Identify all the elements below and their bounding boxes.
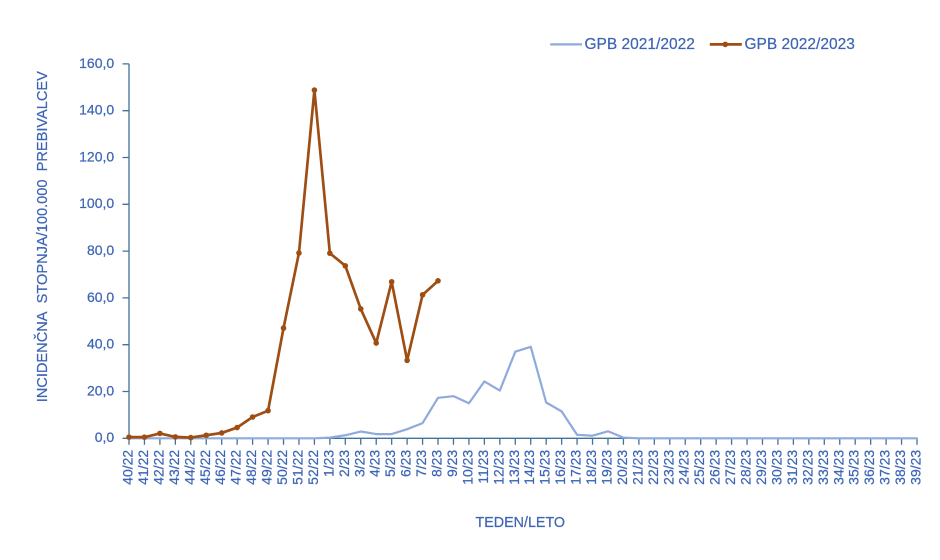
svg-text:40/22: 40/22 bbox=[120, 450, 136, 485]
svg-text:25/23: 25/23 bbox=[691, 450, 707, 485]
svg-text:2/23: 2/23 bbox=[336, 450, 352, 477]
svg-text:7/23: 7/23 bbox=[413, 450, 429, 477]
svg-text:160,0: 160,0 bbox=[79, 55, 114, 71]
svg-text:50/22: 50/22 bbox=[274, 450, 290, 485]
svg-text:26/23: 26/23 bbox=[707, 450, 723, 485]
svg-text:12/23: 12/23 bbox=[490, 450, 506, 485]
svg-text:16/23: 16/23 bbox=[552, 450, 568, 485]
svg-text:42/22: 42/22 bbox=[150, 450, 166, 485]
svg-text:10/23: 10/23 bbox=[459, 450, 475, 485]
svg-text:13/23: 13/23 bbox=[506, 450, 522, 485]
svg-text:43/22: 43/22 bbox=[166, 450, 182, 485]
svg-text:24/23: 24/23 bbox=[676, 450, 692, 485]
svg-text:21/23: 21/23 bbox=[629, 450, 645, 485]
svg-text:45/22: 45/22 bbox=[197, 450, 213, 485]
svg-text:60,0: 60,0 bbox=[87, 289, 114, 305]
svg-text:19/23: 19/23 bbox=[598, 450, 614, 485]
svg-text:28/23: 28/23 bbox=[738, 450, 754, 485]
svg-text:29/23: 29/23 bbox=[753, 450, 769, 485]
svg-text:31/23: 31/23 bbox=[784, 450, 800, 485]
svg-text:20,0: 20,0 bbox=[87, 382, 114, 398]
svg-text:80,0: 80,0 bbox=[87, 242, 114, 258]
svg-text:140,0: 140,0 bbox=[79, 102, 114, 118]
svg-text:0,0: 0,0 bbox=[95, 429, 115, 445]
svg-text:23/23: 23/23 bbox=[660, 450, 676, 485]
svg-text:40,0: 40,0 bbox=[87, 336, 114, 352]
svg-text:46/22: 46/22 bbox=[212, 450, 228, 485]
svg-text:3/23: 3/23 bbox=[351, 450, 367, 477]
svg-text:1/23: 1/23 bbox=[320, 450, 336, 477]
svg-text:30/23: 30/23 bbox=[768, 450, 784, 485]
svg-text:GPB 2022/2023: GPB 2022/2023 bbox=[745, 36, 855, 53]
svg-text:8/23: 8/23 bbox=[429, 450, 445, 477]
svg-text:4/23: 4/23 bbox=[367, 450, 383, 477]
svg-text:27/23: 27/23 bbox=[722, 450, 738, 485]
svg-text:TEDEN/LETO: TEDEN/LETO bbox=[476, 515, 566, 531]
svg-text:100,0: 100,0 bbox=[79, 195, 114, 211]
svg-text:18/23: 18/23 bbox=[583, 450, 599, 485]
svg-text:INCIDENČNA STOPNJA/100.000 P: INCIDENČNA STOPNJA/100.000 PREBIVALCEV bbox=[34, 71, 51, 402]
svg-text:51/22: 51/22 bbox=[289, 450, 305, 485]
svg-text:52/22: 52/22 bbox=[305, 450, 321, 485]
svg-text:20/23: 20/23 bbox=[614, 450, 630, 485]
svg-text:15/23: 15/23 bbox=[537, 450, 553, 485]
svg-text:120,0: 120,0 bbox=[79, 148, 114, 164]
svg-text:47/22: 47/22 bbox=[228, 450, 244, 485]
svg-text:6/23: 6/23 bbox=[398, 450, 414, 477]
svg-text:49/22: 49/22 bbox=[259, 450, 275, 485]
svg-text:35/23: 35/23 bbox=[846, 450, 862, 485]
svg-text:48/22: 48/22 bbox=[243, 450, 259, 485]
svg-text:9/23: 9/23 bbox=[444, 450, 460, 477]
svg-text:44/22: 44/22 bbox=[181, 450, 197, 485]
svg-text:32/23: 32/23 bbox=[799, 450, 815, 485]
svg-text:37/23: 37/23 bbox=[877, 450, 893, 485]
svg-text:39/23: 39/23 bbox=[908, 450, 924, 485]
svg-text:36/23: 36/23 bbox=[861, 450, 877, 485]
svg-text:33/23: 33/23 bbox=[815, 450, 831, 485]
svg-text:GPB 2021/2022: GPB 2021/2022 bbox=[585, 36, 695, 53]
svg-text:17/23: 17/23 bbox=[568, 450, 584, 485]
svg-text:5/23: 5/23 bbox=[382, 450, 398, 477]
svg-text:34/23: 34/23 bbox=[830, 450, 846, 485]
svg-text:41/22: 41/22 bbox=[135, 450, 151, 485]
svg-text:14/23: 14/23 bbox=[521, 450, 537, 485]
svg-text:22/23: 22/23 bbox=[645, 450, 661, 485]
svg-text:38/23: 38/23 bbox=[892, 450, 908, 485]
svg-text:11/23: 11/23 bbox=[475, 450, 491, 484]
